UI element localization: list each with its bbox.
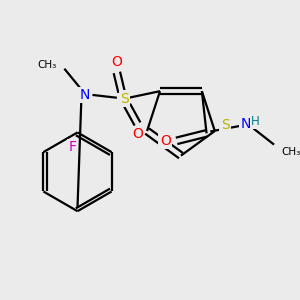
- Text: N: N: [241, 117, 251, 131]
- Text: N: N: [80, 88, 90, 102]
- Text: S: S: [221, 118, 230, 132]
- Text: O: O: [111, 55, 122, 69]
- Text: O: O: [132, 127, 143, 141]
- Text: H: H: [251, 115, 260, 128]
- Text: O: O: [160, 134, 171, 148]
- Text: CH₃: CH₃: [282, 147, 300, 157]
- Text: CH₃: CH₃: [38, 60, 57, 70]
- Text: S: S: [120, 92, 129, 106]
- Text: F: F: [69, 140, 77, 154]
